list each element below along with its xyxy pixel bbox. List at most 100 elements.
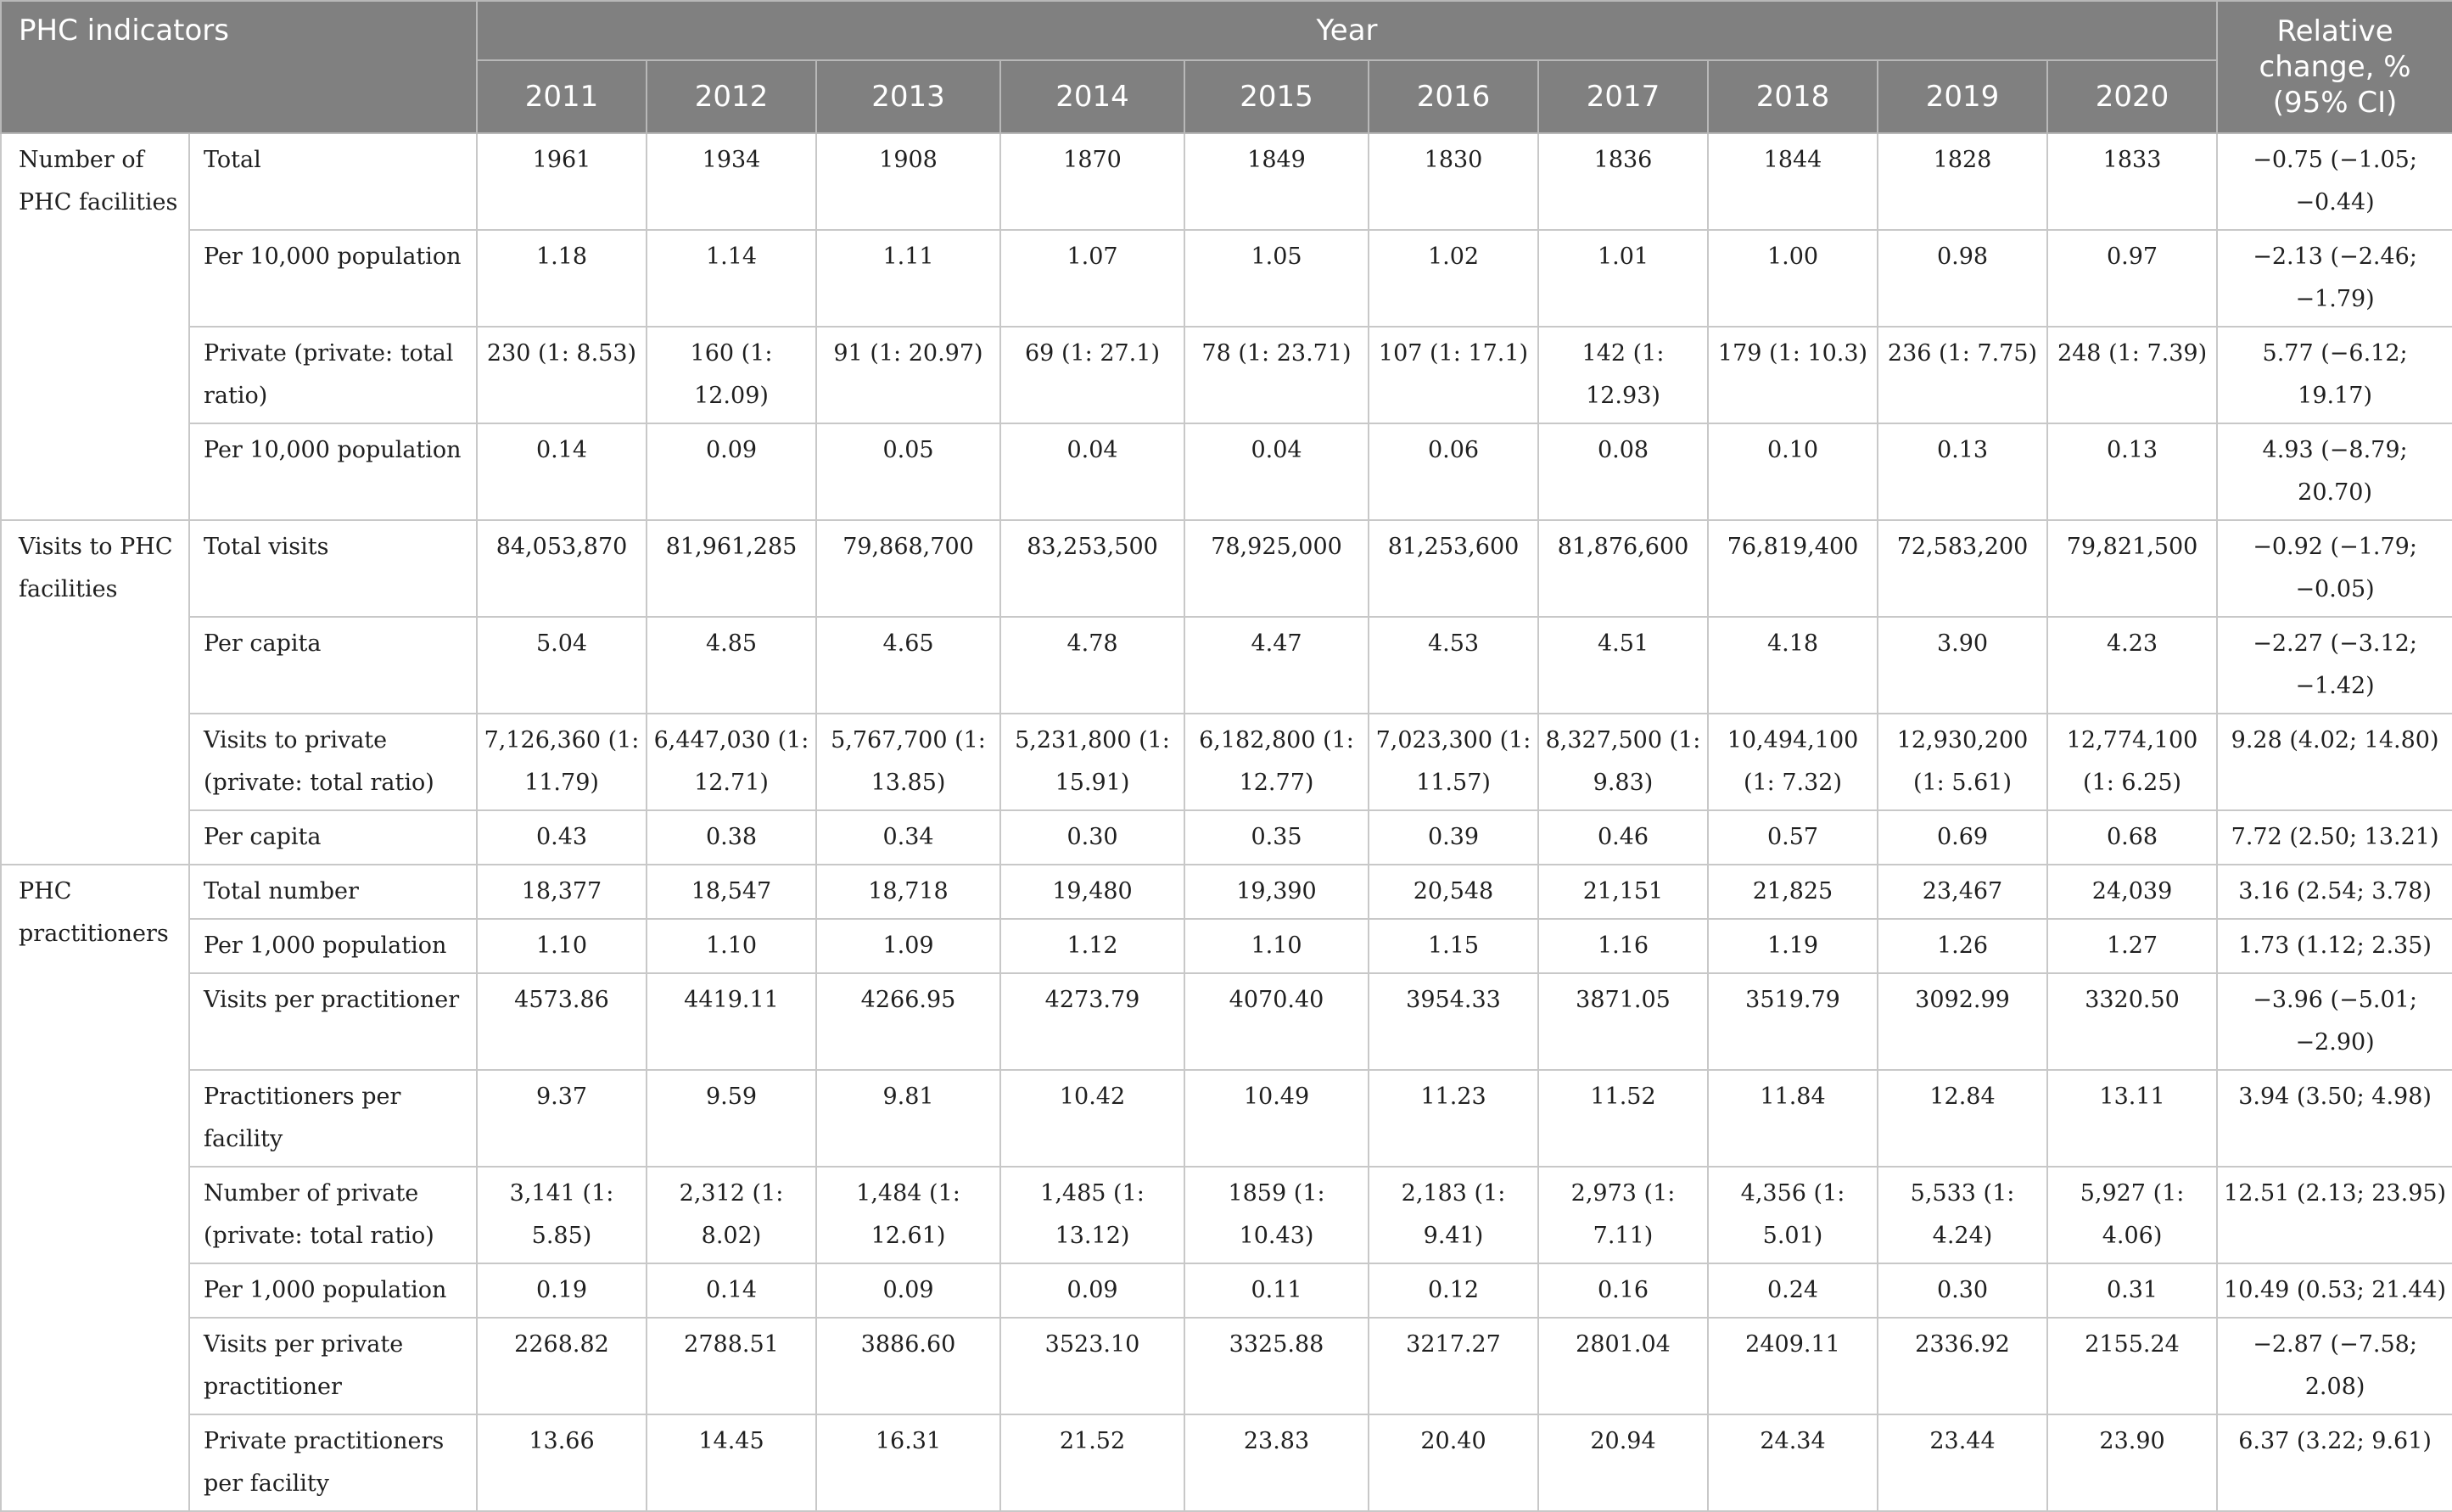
value-cell: 2,183 (1: 9.41) (1368, 1166, 1539, 1264)
table-row: Visits to private (private: total ratio)… (1, 713, 2452, 811)
value-cell: 0.31 (2046, 1263, 2219, 1319)
value-cell: 230 (1: 8.53) (476, 326, 647, 424)
value-cell: 1.12 (999, 918, 1185, 974)
value-cell: 81,253,600 (1368, 519, 1539, 618)
value-cell: 1836 (1537, 132, 1709, 231)
value-cell: 20.94 (1537, 1414, 1709, 1512)
value-cell: 4.65 (815, 616, 1001, 714)
value-cell: 1.18 (476, 229, 647, 328)
value-cell: 2788.51 (646, 1317, 817, 1415)
value-cell: 0.16 (1537, 1263, 1709, 1319)
value-cell: 3217.27 (1368, 1317, 1539, 1415)
row-label: Visits to private (private: total ratio) (188, 713, 478, 811)
value-cell: 0.06 (1368, 423, 1539, 521)
value-cell: 179 (1: 10.3) (1707, 326, 1878, 424)
value-cell: 1,484 (1: 12.61) (815, 1166, 1001, 1264)
row-label: Total (188, 132, 478, 231)
value-cell: 14.45 (646, 1414, 817, 1512)
value-cell: 0.35 (1184, 809, 1369, 865)
value-cell: 3320.50 (2046, 972, 2219, 1071)
value-cell: 248 (1: 7.39) (2046, 326, 2219, 424)
value-cell: 1.09 (815, 918, 1001, 974)
value-cell: 0.04 (999, 423, 1185, 521)
value-cell: 0.38 (646, 809, 817, 865)
value-cell: 1.07 (999, 229, 1185, 328)
value-cell: 12,930,200 (1: 5.61) (1877, 713, 2048, 811)
value-cell: 1,485 (1: 13.12) (999, 1166, 1185, 1264)
value-cell: 72,583,200 (1877, 519, 2048, 618)
value-cell: 9.81 (815, 1069, 1001, 1168)
relative-change-cell: −0.92 (−1.79; −0.05) (2216, 519, 2452, 618)
value-cell: 3886.60 (815, 1317, 1001, 1415)
relative-change-cell: 12.51 (2.13; 23.95) (2216, 1166, 2452, 1264)
value-cell: 0.05 (815, 423, 1001, 521)
value-cell: 1.15 (1368, 918, 1539, 974)
value-cell: 23.90 (2046, 1414, 2219, 1512)
year-header-cell: 2019 (1877, 59, 2048, 134)
table-row: Per 10,000 population 0.14 0.09 0.05 0.04 0.0… (1, 423, 2452, 521)
value-cell: 0.98 (1877, 229, 2048, 328)
value-cell: 0.39 (1368, 809, 1539, 865)
value-cell: 0.68 (2046, 809, 2219, 865)
value-cell: 78,925,000 (1184, 519, 1369, 618)
value-cell: 81,961,285 (646, 519, 817, 618)
value-cell: 0.57 (1707, 809, 1878, 865)
header-year: Year (475, 0, 2219, 61)
value-cell: 24.34 (1707, 1414, 1878, 1512)
value-cell: 4573.86 (476, 972, 647, 1071)
value-cell: 8,327,500 (1: 9.83) (1537, 713, 1709, 811)
value-cell: 5,231,800 (1: 15.91) (999, 713, 1185, 811)
value-cell: 18,547 (646, 864, 817, 920)
value-cell: 160 (1: 12.09) (646, 326, 817, 424)
value-cell: 1961 (476, 132, 647, 231)
year-header-cell: 2016 (1368, 59, 1539, 134)
value-cell: 20,548 (1368, 864, 1539, 920)
table-row: Per 1,000 population 0.19 0.14 0.09 0.09 0.11… (1, 1263, 2452, 1319)
value-cell: 18,377 (476, 864, 647, 920)
table-header: PHC indicators Year Relative change, % (… (0, 0, 2452, 134)
table-row: Practitioners per facility 9.37 9.59 9.81 10… (1, 1069, 2452, 1168)
relative-change-cell: 4.93 (−8.79; 20.70) (2216, 423, 2452, 521)
value-cell: 11.84 (1707, 1069, 1878, 1168)
value-cell: 1.05 (1184, 229, 1369, 328)
value-cell: 6,182,800 (1: 12.77) (1184, 713, 1369, 811)
value-cell: 2268.82 (476, 1317, 647, 1415)
value-cell: 1934 (646, 132, 817, 231)
row-label: Visits per private practitioner (188, 1317, 478, 1415)
row-label: Per 1,000 population (188, 918, 478, 974)
value-cell: 3.90 (1877, 616, 2048, 714)
value-cell: 5,927 (1: 4.06) (2046, 1166, 2219, 1264)
value-cell: 3092.99 (1877, 972, 2048, 1071)
value-cell: 1.10 (476, 918, 647, 974)
table-row: Visits per private practitioner 2268.82 27… (1, 1317, 2452, 1415)
value-cell: 1849 (1184, 132, 1369, 231)
table-row: Per capita 0.43 0.38 0.34 0.30 0.35 0.39 0.46 0.… (1, 809, 2452, 865)
value-cell: 2336.92 (1877, 1317, 2048, 1415)
relative-change-cell: 5.77 (−6.12; 19.17) (2216, 326, 2452, 424)
row-label: Number of private (private: total ratio) (188, 1166, 478, 1264)
value-cell: 0.69 (1877, 809, 2048, 865)
value-cell: 1.10 (646, 918, 817, 974)
value-cell: 19,390 (1184, 864, 1369, 920)
value-cell: 2,973 (1: 7.11) (1537, 1166, 1709, 1264)
value-cell: 1.19 (1707, 918, 1878, 974)
value-cell: 3519.79 (1707, 972, 1878, 1071)
value-cell: 4.78 (999, 616, 1185, 714)
value-cell: 1.27 (2046, 918, 2219, 974)
value-cell: 1870 (999, 132, 1185, 231)
table-row: Number of PHC facilities Total 1961 1934 190… (0, 132, 2452, 521)
value-cell: 4070.40 (1184, 972, 1369, 1071)
value-cell: 18,718 (815, 864, 1001, 920)
value-cell: 0.30 (1877, 1263, 2048, 1319)
year-header-cell: 2018 (1707, 59, 1878, 134)
value-cell: 107 (1: 17.1) (1368, 326, 1539, 424)
value-cell: 23.83 (1184, 1414, 1369, 1512)
year-header-cell: 2017 (1537, 59, 1709, 134)
value-cell: 19,480 (999, 864, 1185, 920)
value-cell: 1.16 (1537, 918, 1709, 974)
value-cell: 0.04 (1184, 423, 1369, 521)
value-cell: 4.23 (2046, 616, 2219, 714)
relative-change-cell: −2.13 (−2.46; −1.79) (2216, 229, 2452, 328)
value-cell: 3954.33 (1368, 972, 1539, 1071)
